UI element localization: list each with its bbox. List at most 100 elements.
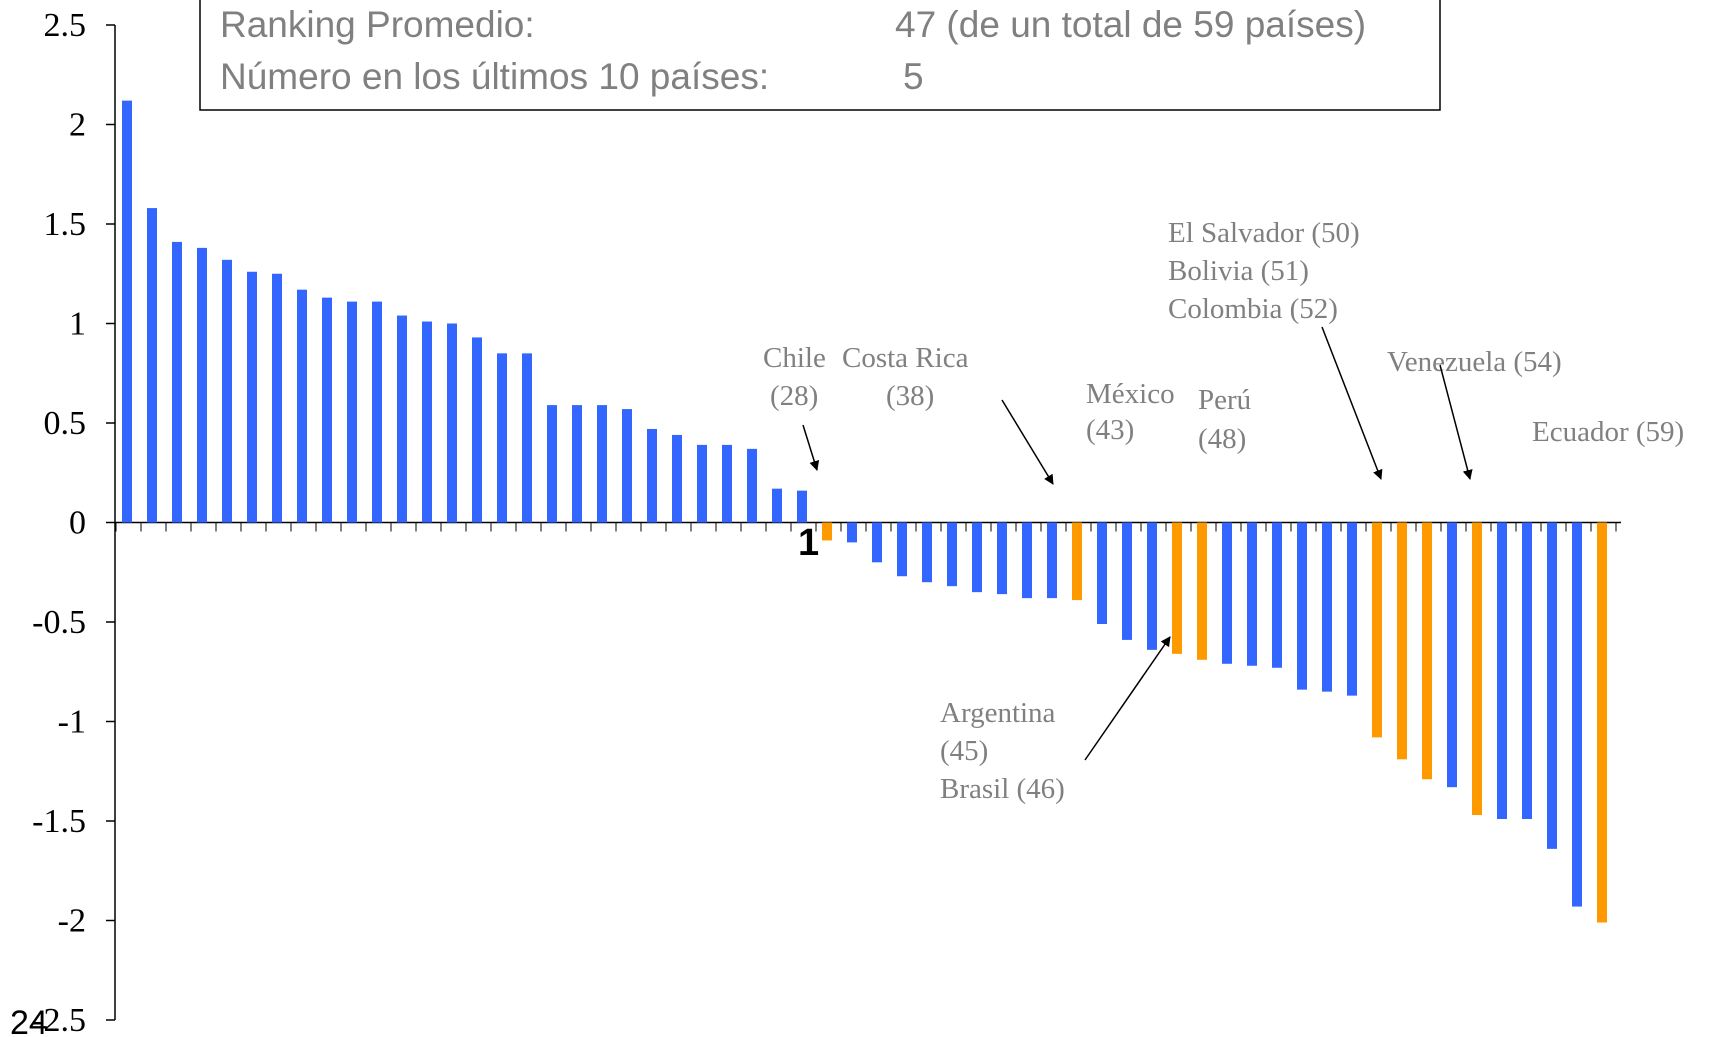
bar bbox=[1547, 522, 1557, 849]
bar bbox=[1497, 522, 1507, 820]
y-tick-label: 2 bbox=[69, 107, 86, 144]
bar bbox=[697, 444, 707, 523]
bar bbox=[897, 522, 907, 577]
annotation-chile: Chile bbox=[763, 342, 826, 374]
bar bbox=[447, 323, 457, 523]
arrow-costa-rica bbox=[1001, 399, 1054, 485]
bar bbox=[222, 259, 232, 523]
annotation-el-salvador: El Salvador (50) bbox=[1168, 217, 1360, 249]
y-tick-label: 1 bbox=[69, 306, 86, 343]
arrow-venezuela bbox=[1439, 364, 1473, 480]
bar bbox=[647, 428, 657, 523]
bar bbox=[1422, 522, 1432, 780]
bar bbox=[1597, 522, 1607, 923]
annotation-peru: Perú bbox=[1198, 384, 1251, 416]
bar bbox=[1572, 522, 1582, 907]
bar bbox=[122, 100, 132, 523]
annotation-brasil: Brasil (46) bbox=[940, 773, 1065, 805]
bar bbox=[1047, 522, 1057, 599]
bar bbox=[397, 315, 407, 523]
bar bbox=[672, 434, 682, 523]
bar bbox=[247, 271, 257, 523]
bar bbox=[547, 405, 557, 523]
bar bbox=[1347, 522, 1357, 696]
bar bbox=[1172, 522, 1182, 654]
annotation-ecuador: Ecuador (59) bbox=[1532, 416, 1684, 448]
info-box: Ranking Promedio: 47 (de un total de 59 … bbox=[199, 0, 1441, 111]
ranking-value: 47 (de un total de 59 países) bbox=[895, 4, 1366, 45]
bar bbox=[1372, 522, 1382, 738]
bar bbox=[972, 522, 982, 593]
bar bbox=[372, 301, 382, 523]
annotation-venezuela: Venezuela (54) bbox=[1387, 346, 1562, 378]
y-tick-label: -1.5 bbox=[32, 803, 86, 840]
y-tick-label: 1.5 bbox=[44, 206, 87, 243]
count-value: 5 bbox=[903, 56, 924, 97]
bar bbox=[1122, 522, 1132, 640]
bar bbox=[347, 301, 357, 523]
count-label: Número en los últimos 10 países: bbox=[220, 56, 769, 97]
bar bbox=[1472, 522, 1482, 816]
bar bbox=[572, 405, 582, 523]
bar bbox=[1222, 522, 1232, 664]
annotation-colombia: Colombia (52) bbox=[1168, 293, 1338, 325]
y-tick-label: -2.5 bbox=[32, 1002, 86, 1037]
y-tick-label: -2 bbox=[58, 903, 86, 940]
axis-marker-label: 1 bbox=[798, 522, 819, 564]
bar bbox=[1397, 522, 1407, 760]
bar bbox=[772, 488, 782, 523]
bar bbox=[1447, 522, 1457, 788]
bar bbox=[622, 409, 632, 523]
bar bbox=[797, 490, 807, 523]
bar bbox=[872, 522, 882, 563]
bar bbox=[822, 522, 832, 541]
annotations: Chile (28) Costa Rica (38) México (43) P… bbox=[763, 217, 1684, 805]
bar bbox=[497, 353, 507, 523]
bar bbox=[1072, 522, 1082, 601]
y-tick-label: -1 bbox=[58, 704, 86, 741]
bar bbox=[197, 247, 207, 523]
bar bbox=[1197, 522, 1207, 660]
bar bbox=[997, 522, 1007, 595]
arrow-chile bbox=[802, 424, 820, 471]
page-number: 24 bbox=[10, 1004, 48, 1037]
bar bbox=[747, 448, 757, 523]
bar bbox=[1272, 522, 1282, 668]
y-tick-label: -0.5 bbox=[32, 604, 86, 641]
info-box-border bbox=[199, 0, 1441, 111]
y-tick-label: 0.5 bbox=[44, 405, 87, 442]
y-tick-label: 2.5 bbox=[44, 7, 87, 44]
bar bbox=[147, 208, 157, 523]
bar bbox=[472, 337, 482, 523]
bar bbox=[947, 522, 957, 587]
bar bbox=[1522, 522, 1532, 820]
bar bbox=[1322, 522, 1332, 692]
bar bbox=[847, 522, 857, 543]
annotation-mexico: México bbox=[1086, 378, 1175, 410]
bar bbox=[297, 289, 307, 523]
bar bbox=[322, 297, 332, 523]
annotation-argentina-rank: (45) bbox=[940, 735, 988, 767]
bar bbox=[1097, 522, 1107, 624]
bar bbox=[272, 273, 282, 523]
y-tick-label: 0 bbox=[69, 505, 86, 542]
bar bbox=[722, 444, 732, 523]
annotation-mexico-rank: (43) bbox=[1086, 414, 1134, 446]
bar bbox=[1022, 522, 1032, 599]
bars bbox=[122, 100, 1607, 923]
y-axis: 2.5 2 1.5 1 0.5 0 -0.5 -1 -1.5 -2 -2.5 bbox=[32, 7, 116, 1037]
annotation-costa-rica-rank: (38) bbox=[886, 380, 934, 412]
annotation-bolivia: Bolivia (51) bbox=[1168, 255, 1309, 287]
x-axis bbox=[115, 521, 1621, 532]
bar bbox=[172, 241, 182, 523]
bar bbox=[522, 353, 532, 523]
bar bbox=[597, 405, 607, 523]
annotation-argentina: Argentina bbox=[940, 697, 1056, 729]
annotation-peru-rank: (48) bbox=[1198, 423, 1246, 455]
bar bbox=[922, 522, 932, 583]
ranking-label: Ranking Promedio: bbox=[220, 4, 535, 45]
annotation-costa-rica: Costa Rica bbox=[842, 342, 969, 374]
arrow-el-salvador bbox=[1321, 326, 1383, 480]
bar bbox=[422, 321, 432, 523]
